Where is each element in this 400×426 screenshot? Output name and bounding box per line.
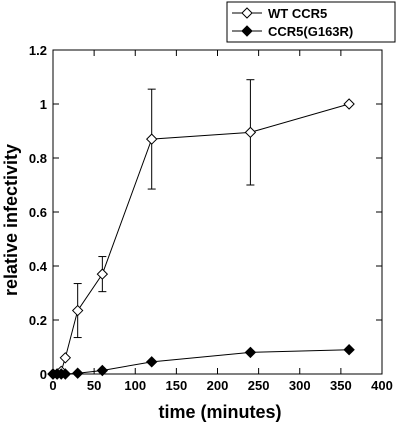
data-point (71, 367, 84, 379)
legend-label: CCR5(G163R) (268, 24, 353, 39)
data-point (59, 352, 72, 364)
data-point (59, 368, 72, 380)
series-layer (47, 79, 355, 380)
plot-area-border (52, 49, 383, 375)
data-point (96, 364, 109, 377)
data-point (96, 268, 109, 280)
legend-entry-2: CCR5(G163R) (232, 24, 353, 39)
series-1 (47, 79, 355, 380)
legend-marker (241, 7, 253, 19)
data-point (71, 304, 84, 317)
x-tick-label: 100 (124, 378, 146, 393)
y-tick-label: 0.8 (29, 151, 47, 166)
legend-entry-1: WT CCR5 (232, 6, 327, 21)
x-tick-label: 150 (166, 378, 188, 393)
x-axis-ticks: 0 50 100 150 200 250 300 350 400 (49, 50, 393, 393)
data-point (145, 133, 158, 145)
plot-frame (52, 49, 383, 375)
y-tick-label: 1 (40, 97, 47, 112)
y-tick-label: 1.2 (29, 43, 47, 58)
data-point (343, 98, 355, 110)
data-point (343, 343, 355, 356)
legend-marker (241, 25, 253, 37)
y-tick-label: 0.4 (29, 259, 48, 274)
legend-label: WT CCR5 (268, 6, 327, 21)
x-tick-label: 400 (371, 378, 393, 393)
x-axis-title: time (minutes) (158, 402, 281, 422)
data-point (244, 346, 257, 359)
x-tick-label: 250 (248, 378, 270, 393)
series-line (53, 103, 350, 375)
series-2 (47, 343, 355, 380)
y-tick-label: 0.2 (29, 313, 47, 328)
x-tick-label: 300 (289, 378, 311, 393)
legend: WT CCR5 CCR5(G163R) (226, 1, 396, 43)
x-tick-label: 200 (207, 378, 229, 393)
legend-box (226, 1, 396, 43)
x-tick-label: 50 (87, 378, 101, 393)
y-tick-label: 0.6 (29, 205, 47, 220)
data-point (145, 356, 158, 368)
y-axis-title: relative infectivity (1, 144, 21, 296)
x-tick-label: 350 (330, 378, 352, 393)
data-point (244, 126, 257, 139)
y-axis-ticks: 0 0.2 0.4 0.6 0.8 1 1.2 (29, 43, 382, 382)
y-tick-label: 0 (40, 367, 47, 382)
x-tick-label: 0 (49, 378, 56, 393)
